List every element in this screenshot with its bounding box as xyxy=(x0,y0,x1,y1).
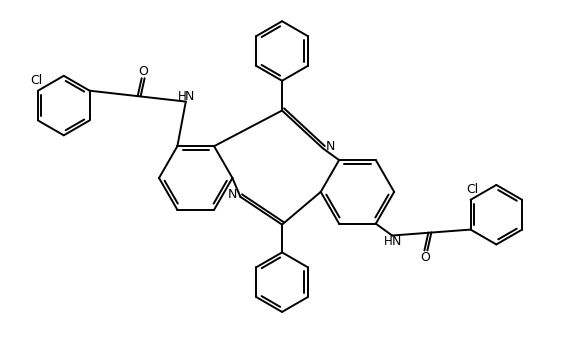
Text: N: N xyxy=(326,140,335,153)
Text: N: N xyxy=(185,90,195,103)
Text: N: N xyxy=(392,235,401,248)
Text: O: O xyxy=(139,65,149,78)
Text: Cl: Cl xyxy=(467,184,479,196)
Text: Cl: Cl xyxy=(30,74,42,87)
Text: H: H xyxy=(384,235,393,248)
Text: H: H xyxy=(177,90,186,103)
Text: O: O xyxy=(420,251,430,264)
Text: N: N xyxy=(228,189,237,201)
